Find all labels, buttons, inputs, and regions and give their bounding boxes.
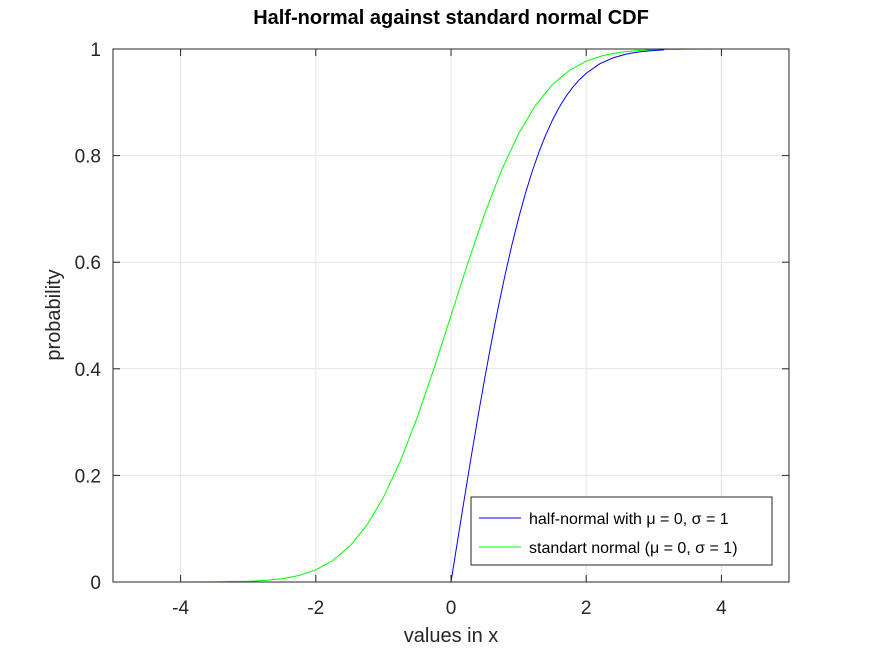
x-axis-label: values in x	[404, 625, 499, 647]
chart-title: Half-normal against standard normal CDF	[253, 7, 649, 29]
x-tick-label: -2	[307, 598, 324, 619]
y-tick-label: 1	[90, 40, 101, 61]
y-tick-label: 0.8	[75, 147, 101, 168]
legend-label-half-normal: half-normal with μ = 0, σ = 1	[529, 511, 729, 528]
y-tick-label: 0.2	[75, 466, 101, 487]
ticks: -4 -2 0 2 4 0 0.2 0.4 0.6 0.8 1	[75, 40, 789, 619]
legend: half-normal with μ = 0, σ = 1 standart n…	[470, 496, 773, 566]
x-tick-label: 2	[581, 598, 592, 619]
legend-label-standard-normal: standart normal (μ = 0, σ = 1)	[529, 540, 738, 557]
series-line-standard-normal	[113, 48, 789, 583]
x-tick-label: -4	[172, 598, 189, 619]
y-tick-label: 0	[90, 573, 101, 594]
x-tick-label: 4	[716, 598, 727, 619]
y-tick-label: 0.4	[75, 360, 102, 381]
x-tick-label: 0	[446, 598, 457, 619]
y-tick-label: 0.6	[75, 253, 101, 274]
legend-box	[470, 496, 773, 566]
y-axis-label: probability	[43, 269, 65, 360]
series-line-half-normal	[231, 49, 664, 583]
series-layer	[113, 48, 789, 583]
